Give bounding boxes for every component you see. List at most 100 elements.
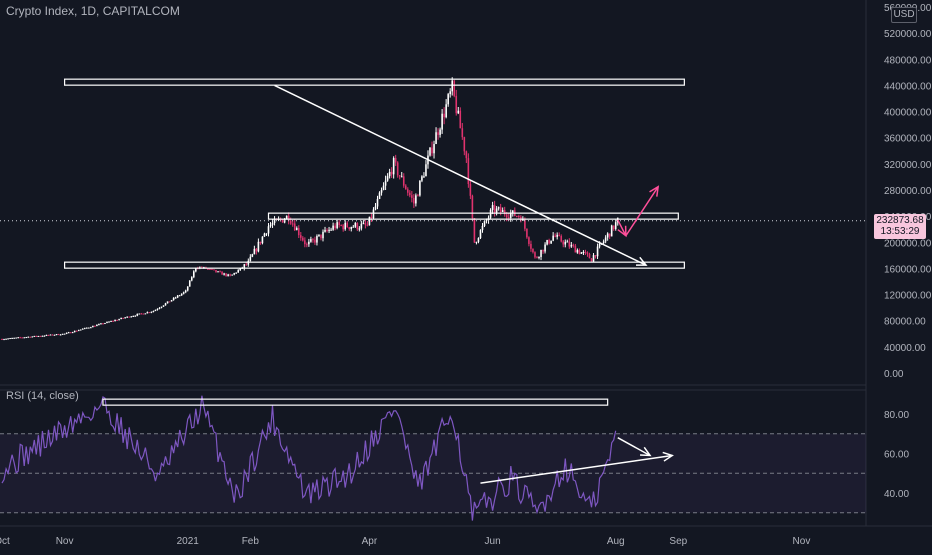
candle-body [281,219,284,223]
candle-body [552,235,554,241]
candle-body [608,233,611,237]
candle-body [511,210,514,214]
candle-body [134,315,137,317]
candle-body [455,95,458,114]
candle-body [13,337,15,339]
candle-body [372,209,375,219]
candle-body [25,337,28,339]
candle-body [273,218,276,223]
candle-body [71,332,74,334]
price-tick-label: 360000.00 [884,134,932,145]
candle-body [491,205,494,210]
candle-body [507,217,510,219]
candle-body [51,334,54,336]
candle-body [188,280,191,287]
candle-body [338,222,340,226]
candle-body [610,225,613,237]
candle-body [534,252,536,258]
price-tick-label: 120000.00 [884,291,932,302]
candle-body [53,334,56,336]
candle-body [302,237,304,241]
candle-body [162,305,165,307]
candle-body [322,231,324,239]
candle-body [540,249,542,257]
candle-body [489,209,492,218]
candle-body [148,312,151,314]
candle-body [96,324,98,327]
candle-body [330,229,332,231]
candle-body [485,220,488,222]
candle-body [75,330,78,332]
candle-body [126,316,128,318]
candle-body [142,313,145,315]
currency-badge[interactable]: USD [891,7,917,23]
candle-body [352,226,355,228]
candle-body [257,241,260,252]
time-tick-label: Aug [607,536,625,547]
trendline-arrowhead [636,256,648,266]
candle-body [499,207,502,213]
candle-body [190,277,193,281]
candle-body [562,241,565,245]
candle-body [37,335,40,337]
rsi-title[interactable]: RSI (14, close) [6,390,79,402]
candle-body [388,171,391,177]
candle-body [320,234,322,239]
candle-body [49,334,52,336]
drawing-layer[interactable] [0,78,866,269]
candle-body [461,128,464,138]
candle-body [336,222,338,229]
candle-body [558,234,561,236]
candle-body [384,180,387,186]
candle-body [287,215,290,221]
candle-body [94,325,96,327]
candle-body [106,321,108,324]
candle-body [172,297,175,301]
candle-body [590,258,593,262]
candle-body [150,311,153,313]
candle-body [67,332,70,334]
candle-body [11,337,13,339]
price-tick-label: 280000.00 [884,186,932,197]
candle-body [614,222,617,230]
symbol-title[interactable]: Crypto Index, 1D, CAPITALCOM [6,4,180,18]
candle-body [23,337,26,339]
candle-body [441,113,443,130]
candle-body [580,252,583,254]
candle-body [174,297,177,299]
candle-body [471,195,474,219]
candle-body [457,110,460,114]
candle-body [39,335,42,337]
candle-body [253,248,256,255]
candle-body [324,229,326,232]
rsi-trendline [480,454,673,484]
candle-body [592,255,595,262]
candle-body [536,257,538,259]
price-tick-label: 480000.00 [884,55,932,66]
time-axis[interactable]: Oct Nov 2021 Feb Apr Jun Aug Sep Nov [0,384,932,547]
candle-body [110,320,112,322]
rsi-axis[interactable]: 40.00 60.00 80.00 [884,410,909,500]
candle-body [481,225,484,231]
time-tick-label: Nov [56,536,74,547]
candle-body [404,185,407,190]
candle-body [358,228,361,230]
candle-body [544,244,546,252]
candle-body [55,334,58,336]
candle-body [503,210,506,215]
candle-body [57,334,60,336]
candle-body [447,94,449,105]
candle-body [463,137,466,152]
rsi-tick-label: 40.00 [884,489,909,500]
time-tick-label: Apr [362,536,378,547]
candle-body [612,225,615,230]
candle-body [435,132,437,145]
rsi-arrow [617,437,651,457]
candle-body [479,230,482,239]
candle-body [140,313,143,315]
candle-body [522,219,524,221]
candle-body [376,198,379,207]
candle-body [477,238,480,242]
